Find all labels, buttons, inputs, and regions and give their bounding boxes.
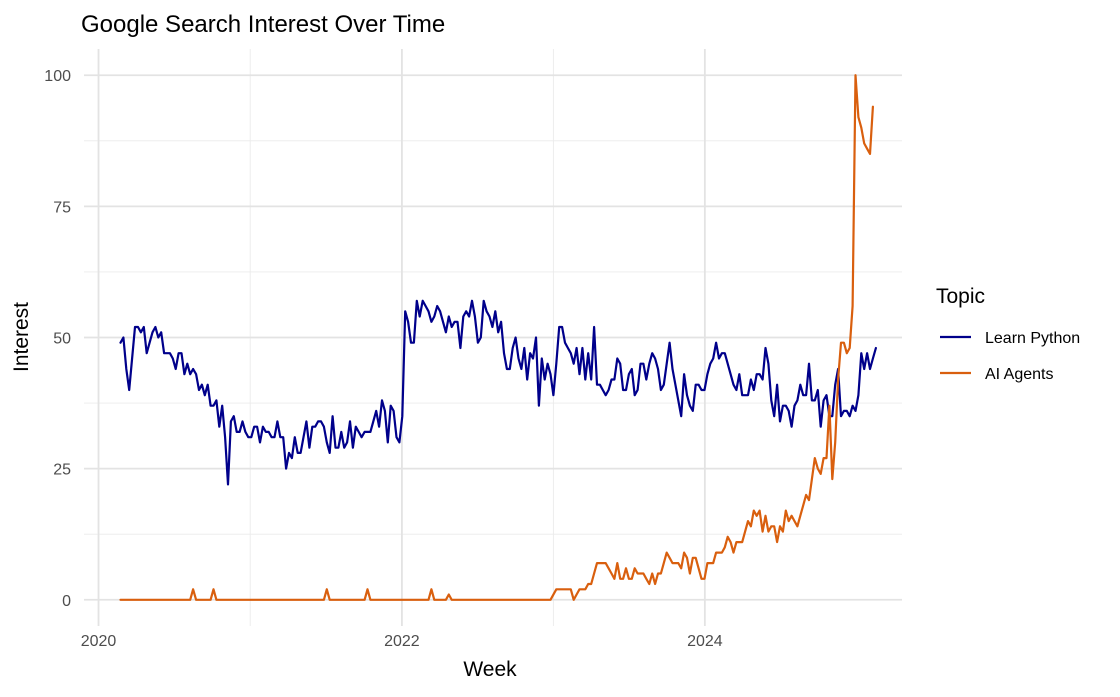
legend: Topic Learn Python AI Agents <box>936 285 1080 383</box>
x-tick-label: 2020 <box>81 633 117 650</box>
y-tick-label: 50 <box>53 331 71 348</box>
chart-title: Google Search Interest Over Time <box>81 11 445 38</box>
x-axis-ticks: 2020 2022 2024 <box>81 633 723 650</box>
y-axis-ticks: 0 25 50 75 100 <box>44 68 71 610</box>
legend-label: AI Agents <box>985 366 1054 383</box>
gridlines <box>84 49 902 626</box>
legend-title: Topic <box>936 285 985 308</box>
y-tick-label: 75 <box>53 199 71 216</box>
legend-items: Learn Python AI Agents <box>940 330 1080 383</box>
legend-label: Learn Python <box>985 330 1080 347</box>
x-tick-label: 2024 <box>687 633 723 650</box>
y-axis-label: Interest <box>10 302 33 372</box>
x-tick-label: 2022 <box>384 633 420 650</box>
y-tick-label: 100 <box>44 68 71 85</box>
y-tick-label: 25 <box>53 462 71 479</box>
y-tick-label: 0 <box>62 593 71 610</box>
legend-item: AI Agents <box>940 366 1054 383</box>
legend-item: Learn Python <box>940 330 1080 347</box>
x-axis-label: Week <box>463 658 517 681</box>
series-line-learn-python <box>121 301 876 485</box>
